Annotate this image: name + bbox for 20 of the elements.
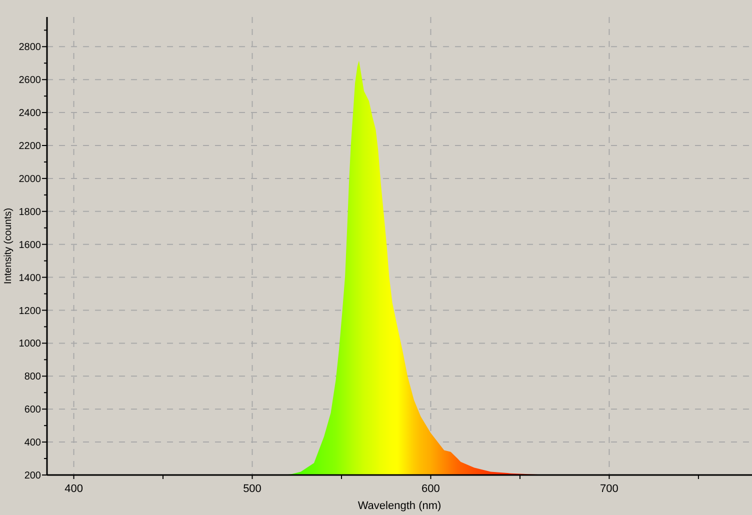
x-axis-title: Wavelength (nm): [358, 500, 442, 512]
y-tick-label: 800: [24, 372, 42, 383]
y-axis-title: Intensity (counts): [3, 208, 14, 284]
y-tick-label: 2600: [18, 75, 42, 86]
y-tick-label: 1200: [18, 306, 42, 317]
y-tick-label: 200: [24, 470, 42, 482]
y-tick-label: 1800: [18, 206, 42, 218]
x-tick-label: 600: [422, 483, 440, 495]
y-tick-label: 1000: [18, 338, 42, 350]
y-tick-label: 2200: [18, 141, 42, 152]
y-tick-label: 600: [24, 404, 42, 416]
y-tick-label: 1400: [18, 272, 42, 284]
x-tick-label: 500: [243, 483, 262, 495]
x-tick-label: 400: [64, 483, 83, 495]
y-tick-label: 1600: [18, 240, 42, 251]
y-tick-label: 2000: [18, 174, 42, 185]
y-tick-label: 2400: [18, 108, 42, 120]
y-tick-label: 2800: [18, 42, 42, 54]
y-tick-label: 400: [24, 438, 42, 449]
x-tick-label: 700: [600, 483, 618, 495]
